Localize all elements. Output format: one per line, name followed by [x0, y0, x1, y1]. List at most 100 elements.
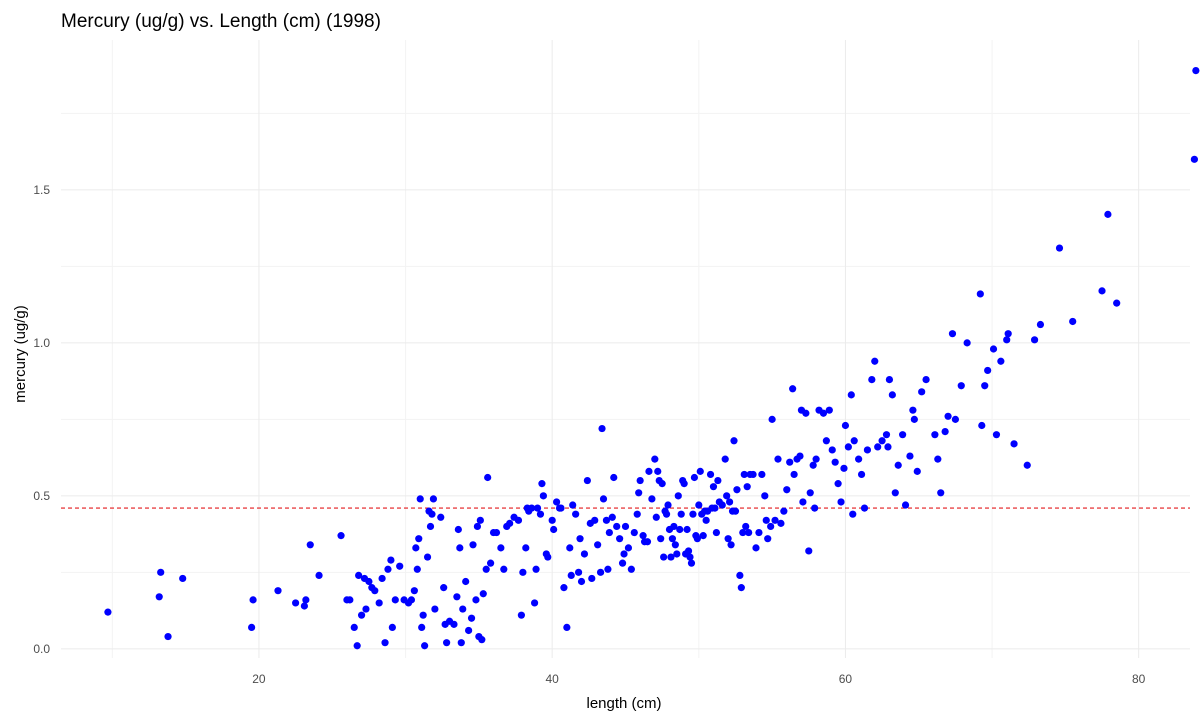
data-point — [841, 421, 850, 430]
data-point — [847, 391, 855, 399]
data-point — [478, 636, 486, 644]
data-point — [484, 473, 492, 482]
data-point — [906, 452, 914, 460]
data-point — [901, 501, 910, 509]
data-point — [536, 510, 545, 518]
data-point — [443, 639, 451, 647]
data-point — [440, 584, 448, 592]
data-point — [522, 544, 530, 552]
data-point — [577, 577, 586, 586]
data-point — [306, 541, 314, 549]
data-point — [472, 596, 480, 604]
data-point — [699, 532, 707, 540]
data-point — [976, 290, 984, 298]
data-point — [532, 565, 540, 573]
data-point — [670, 522, 678, 531]
data-point — [1030, 336, 1039, 344]
data-point — [274, 587, 282, 595]
data-point — [482, 565, 490, 573]
data-point — [706, 470, 715, 479]
data-point — [1036, 320, 1045, 329]
data-point — [437, 513, 445, 521]
data-point — [459, 605, 467, 613]
data-point — [786, 458, 794, 466]
data-point — [834, 480, 842, 488]
data-point — [492, 528, 501, 537]
data-point — [695, 501, 703, 509]
data-point — [951, 415, 960, 423]
data-point — [709, 483, 718, 491]
data-point — [837, 498, 845, 506]
data-point — [384, 565, 392, 573]
data-point — [454, 525, 462, 534]
data-point — [423, 553, 432, 561]
data-point — [733, 486, 741, 494]
data-point — [550, 525, 558, 534]
data-point — [528, 504, 536, 512]
data-point — [416, 495, 424, 503]
data-point — [410, 587, 418, 595]
data-point — [598, 424, 606, 433]
data-point — [690, 473, 699, 482]
data-point — [758, 470, 766, 479]
data-point — [428, 510, 436, 518]
data-point — [1010, 440, 1018, 448]
data-point — [599, 495, 608, 503]
data-point — [768, 415, 776, 423]
data-point — [552, 498, 561, 506]
data-point — [548, 516, 556, 524]
data-point — [533, 504, 542, 512]
data-point — [563, 623, 571, 632]
data-point — [624, 544, 633, 552]
data-point — [610, 473, 618, 482]
data-point — [802, 409, 810, 417]
data-point — [387, 556, 395, 564]
data-point — [937, 489, 945, 497]
data-point — [676, 525, 684, 534]
data-point — [396, 562, 404, 570]
data-point — [538, 480, 546, 488]
data-point — [1098, 287, 1106, 295]
data-point — [671, 541, 679, 549]
data-point — [764, 535, 772, 543]
data-point — [636, 476, 644, 485]
data-point — [560, 584, 568, 592]
data-point — [984, 366, 992, 375]
data-point — [412, 544, 420, 552]
data-point — [749, 470, 757, 479]
data-point — [371, 587, 379, 595]
data-point — [899, 431, 907, 439]
data-point — [714, 476, 722, 485]
data-point — [822, 437, 830, 445]
data-point — [712, 528, 721, 537]
data-point — [819, 409, 828, 417]
data-point — [645, 467, 653, 475]
data-point — [1190, 155, 1198, 163]
data-point — [767, 522, 775, 531]
data-point — [337, 532, 345, 540]
data-point — [726, 498, 734, 506]
data-point — [686, 553, 694, 561]
data-point — [762, 516, 770, 524]
data-point — [648, 495, 656, 503]
x-axis-title: length (cm) — [586, 695, 661, 712]
data-point — [857, 470, 866, 479]
data-point — [918, 388, 926, 396]
data-point — [761, 492, 769, 500]
data-point — [796, 452, 804, 460]
data-point — [809, 461, 817, 469]
data-point — [157, 568, 165, 576]
data-point — [621, 522, 630, 531]
data-point — [894, 461, 902, 469]
data-point — [569, 501, 577, 509]
plot-panel — [61, 40, 1200, 658]
data-point — [941, 428, 949, 436]
data-point — [1113, 299, 1121, 307]
y-tick-label: 1.0 — [33, 336, 50, 350]
data-point — [1069, 317, 1077, 326]
data-point — [249, 596, 257, 604]
data-point — [868, 375, 876, 384]
data-point — [882, 431, 891, 439]
data-point — [643, 538, 652, 546]
data-point — [799, 498, 807, 506]
